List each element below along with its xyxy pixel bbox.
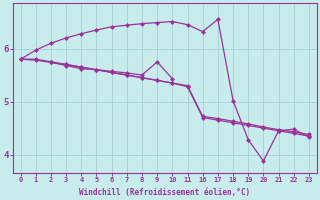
X-axis label: Windchill (Refroidissement éolien,°C): Windchill (Refroidissement éolien,°C) (79, 188, 250, 197)
